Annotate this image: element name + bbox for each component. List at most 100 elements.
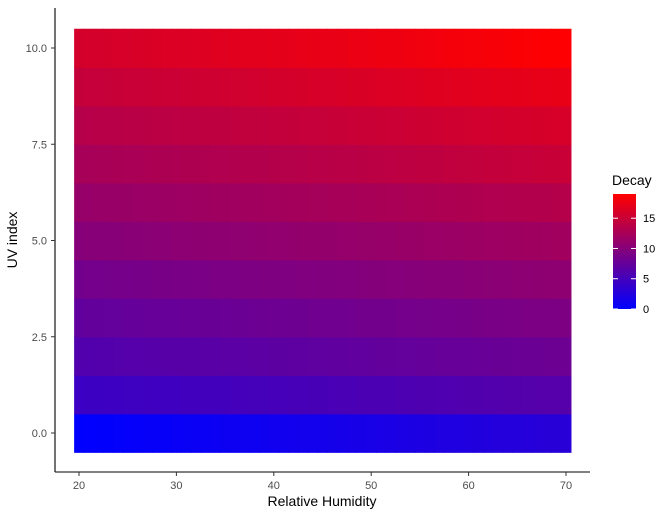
heatmap-tile [415,105,426,145]
heatmap-tile [122,182,134,222]
heatmap-tile [317,105,328,145]
heatmap-tile [103,105,114,145]
heatmap-tile [424,28,436,68]
heatmap-tile [453,67,465,107]
heatmap-tile [288,336,299,376]
heatmap-tile [298,28,309,68]
heatmap-tile [103,221,114,261]
heatmap-tile [142,259,153,299]
heatmap-tile [298,259,309,299]
heatmap-tile [415,144,426,184]
heatmap-tile [298,221,309,261]
heatmap-tile [366,67,377,107]
heatmap-tile [268,221,280,261]
heatmap-tile [385,413,397,453]
heatmap-tile [229,298,241,338]
heatmap-tile [239,28,251,68]
heatmap-tile [356,144,367,184]
heatmap-tile [453,28,465,68]
heatmap-tile [376,336,387,376]
heatmap-tile [551,67,562,107]
heatmap-tile [541,298,552,338]
heatmap-tile [171,298,182,338]
heatmap-tile [531,375,543,415]
heatmap-tile [405,259,416,299]
heatmap-tile [453,336,465,376]
heatmap-tile [531,298,543,338]
heatmap-tile [142,67,153,107]
heatmap-tile [200,67,212,107]
heatmap-tile [434,105,445,145]
heatmap-tile [415,259,426,299]
legend-break-label: 5 [643,274,649,286]
heatmap-tile [346,182,358,222]
heatmap-tile [512,413,523,453]
heatmap-tile [376,221,387,261]
heatmap-tile [239,259,251,299]
heatmap-tile [502,144,514,184]
heatmap-tile [463,413,475,453]
heatmap-tile [210,413,221,453]
heatmap-tile [337,144,348,184]
heatmap-tile [278,336,290,376]
heatmap-tile [191,28,202,68]
heatmap-tile [142,375,153,415]
heatmap-tile [522,413,533,453]
heatmap-tile [424,144,436,184]
heatmap-tile [171,67,182,107]
heatmap-tile [492,259,504,299]
heatmap-tile [161,375,173,415]
heatmap-tile [473,182,484,222]
heatmap-tile [483,144,494,184]
heatmap-tile [531,28,543,68]
heatmap-tile [249,182,260,222]
heatmap-tile [444,28,455,68]
heatmap-tile [522,298,533,338]
heatmap-tile [434,221,445,261]
heatmap-tile [268,28,280,68]
heatmap-tile [249,144,260,184]
heatmap-tile [210,105,221,145]
heatmap-tile [259,259,270,299]
heatmap-tile [132,28,143,68]
heatmap-tile [463,144,475,184]
heatmap-tile [483,298,494,338]
heatmap-tile [200,375,212,415]
heatmap-tile [366,336,377,376]
heatmap-tile [103,67,114,107]
heatmap-tile [473,67,484,107]
heatmap-tile [356,336,367,376]
heatmap-tile [473,105,484,145]
heatmap-tile [74,336,85,376]
heatmap-tile [522,375,533,415]
heatmap-tile [356,28,367,68]
heatmap-tile [83,182,95,222]
heatmap-tile [356,182,367,222]
heatmap-tile [376,259,387,299]
heatmap-tile [161,67,173,107]
heatmap-tile [453,298,465,338]
heatmap-tile [249,67,260,107]
heatmap-tile [541,144,552,184]
heatmap-tile [191,298,202,338]
heatmap-tile [376,67,387,107]
heatmap-tile [483,375,494,415]
heatmap-tile [512,221,523,261]
heatmap-tile [492,182,504,222]
heatmap-tile [444,375,455,415]
heatmap-tile [142,221,153,261]
heatmap-tile [444,182,455,222]
heatmap-tile [541,105,552,145]
heatmap-tile [210,144,221,184]
heatmap-tile [463,67,475,107]
heatmap-tile [366,259,377,299]
heatmap-tile [113,28,124,68]
heatmap-tile [541,336,552,376]
heatmap-tile [307,336,319,376]
heatmap-tile [191,413,202,453]
heatmap-tile [385,105,397,145]
heatmap-tile [93,67,104,107]
heatmap-tile [220,144,231,184]
heatmap-tile [171,144,182,184]
